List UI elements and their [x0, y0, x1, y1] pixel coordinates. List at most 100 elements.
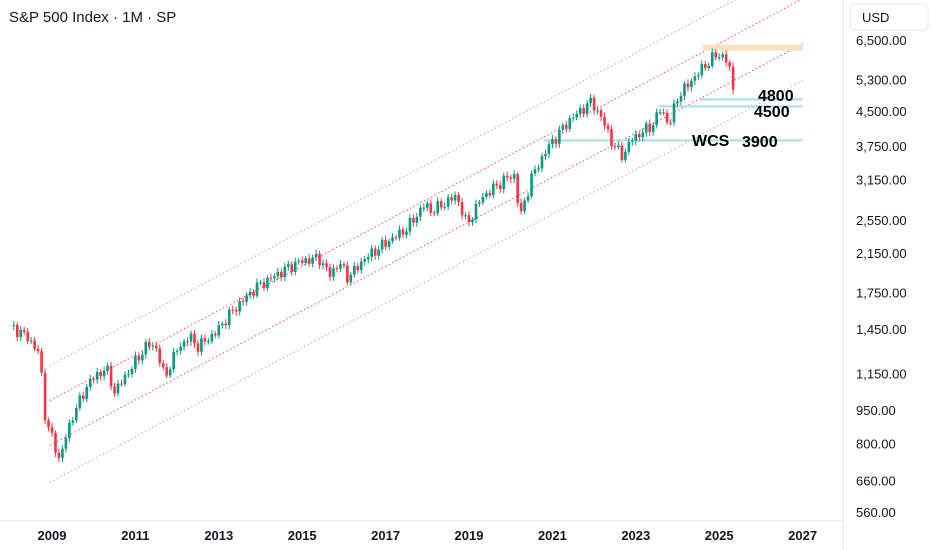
candle — [460, 198, 464, 220]
candle-body — [297, 260, 301, 262]
candle — [363, 255, 367, 266]
candle — [220, 321, 224, 329]
candle-body — [234, 309, 238, 312]
candle-body — [339, 264, 342, 269]
candle — [700, 60, 704, 79]
candle — [113, 382, 116, 397]
candle — [394, 234, 398, 241]
candle — [585, 100, 589, 118]
candle — [498, 181, 502, 193]
candle — [658, 108, 662, 116]
time-tick-labels: 2009 2011 2013 2015 2017 2019 2021 2023 2025 2027 — [38, 528, 818, 543]
candle — [356, 262, 360, 274]
candle-body — [137, 355, 141, 361]
candle — [161, 359, 165, 371]
candle — [366, 253, 370, 264]
candle-body — [516, 174, 519, 203]
candle — [318, 250, 321, 270]
candle-body — [314, 253, 318, 258]
price-axis[interactable]: USD 6,500.00 5,300.00 4,500.00 3,750.00 3,15… — [842, 0, 929, 550]
price-tick: 1,750.00 — [856, 286, 907, 301]
candle — [575, 110, 579, 121]
candle-body — [182, 341, 186, 347]
candle-body — [377, 249, 380, 256]
time-tick: 2009 — [38, 528, 67, 543]
candle-body — [123, 374, 127, 385]
candle-body — [68, 422, 71, 439]
currency-button[interactable] — [849, 3, 929, 31]
candle-body — [731, 66, 735, 90]
candle — [116, 380, 120, 397]
candle — [669, 119, 672, 126]
candle — [634, 130, 638, 146]
candle-body — [231, 309, 234, 311]
candle — [189, 330, 193, 346]
candle-body — [533, 169, 537, 174]
candle-body — [349, 274, 353, 283]
candle — [384, 235, 387, 251]
candle-body — [71, 420, 75, 423]
candle — [328, 263, 332, 282]
candle — [290, 261, 294, 276]
candle-body — [363, 259, 367, 262]
candle-body — [255, 282, 259, 296]
candle-body — [620, 145, 624, 160]
candle — [731, 62, 735, 95]
candle — [464, 212, 467, 220]
candle-body — [287, 264, 290, 267]
candle — [683, 81, 686, 101]
candle — [68, 419, 71, 442]
candle-body — [627, 141, 631, 152]
candle — [631, 137, 634, 146]
candle-body — [558, 129, 561, 144]
candle-body — [307, 258, 311, 264]
candle-body — [492, 183, 495, 196]
candle-body — [99, 371, 102, 377]
candle-body — [224, 323, 228, 326]
candle-body — [422, 207, 426, 209]
candle-body — [432, 212, 436, 214]
candle-body — [26, 331, 29, 342]
candle — [589, 93, 592, 108]
candle — [148, 338, 151, 351]
candle — [33, 337, 36, 352]
candle — [537, 164, 540, 173]
candle — [540, 152, 544, 173]
candle-body — [405, 231, 408, 235]
candle — [672, 99, 676, 127]
candle — [377, 245, 380, 260]
candle-body — [346, 265, 349, 283]
candle-body — [398, 229, 401, 238]
chart-title: S&P 500 Index · 1M · SP — [9, 9, 177, 26]
candle-body — [75, 408, 78, 421]
candle — [300, 256, 304, 266]
time-tick: 2019 — [455, 528, 484, 543]
candle-body — [193, 333, 196, 344]
candle — [373, 245, 377, 260]
candle — [481, 192, 485, 206]
candle-body — [585, 103, 589, 114]
candle — [509, 174, 512, 184]
time-tick: 2023 — [621, 528, 650, 543]
time-tick: 2025 — [705, 528, 734, 543]
candle — [467, 211, 471, 227]
candle — [85, 384, 89, 403]
candle — [252, 288, 255, 299]
candle — [697, 72, 700, 81]
candle — [321, 259, 325, 270]
candle — [186, 337, 189, 346]
candle — [36, 344, 40, 355]
candle — [78, 392, 82, 411]
horizontal-levels — [544, 44, 803, 142]
candle — [332, 264, 335, 281]
candle — [571, 113, 575, 121]
time-axis[interactable]: 2009 2011 2013 2015 2017 2019 2021 2023 2025 2027 — [0, 520, 843, 543]
candle — [47, 417, 50, 432]
candle-body — [210, 333, 214, 342]
candle — [429, 199, 433, 217]
candle-body — [519, 202, 523, 212]
candle — [603, 112, 606, 130]
candle-body — [690, 80, 693, 88]
candle — [648, 119, 651, 137]
